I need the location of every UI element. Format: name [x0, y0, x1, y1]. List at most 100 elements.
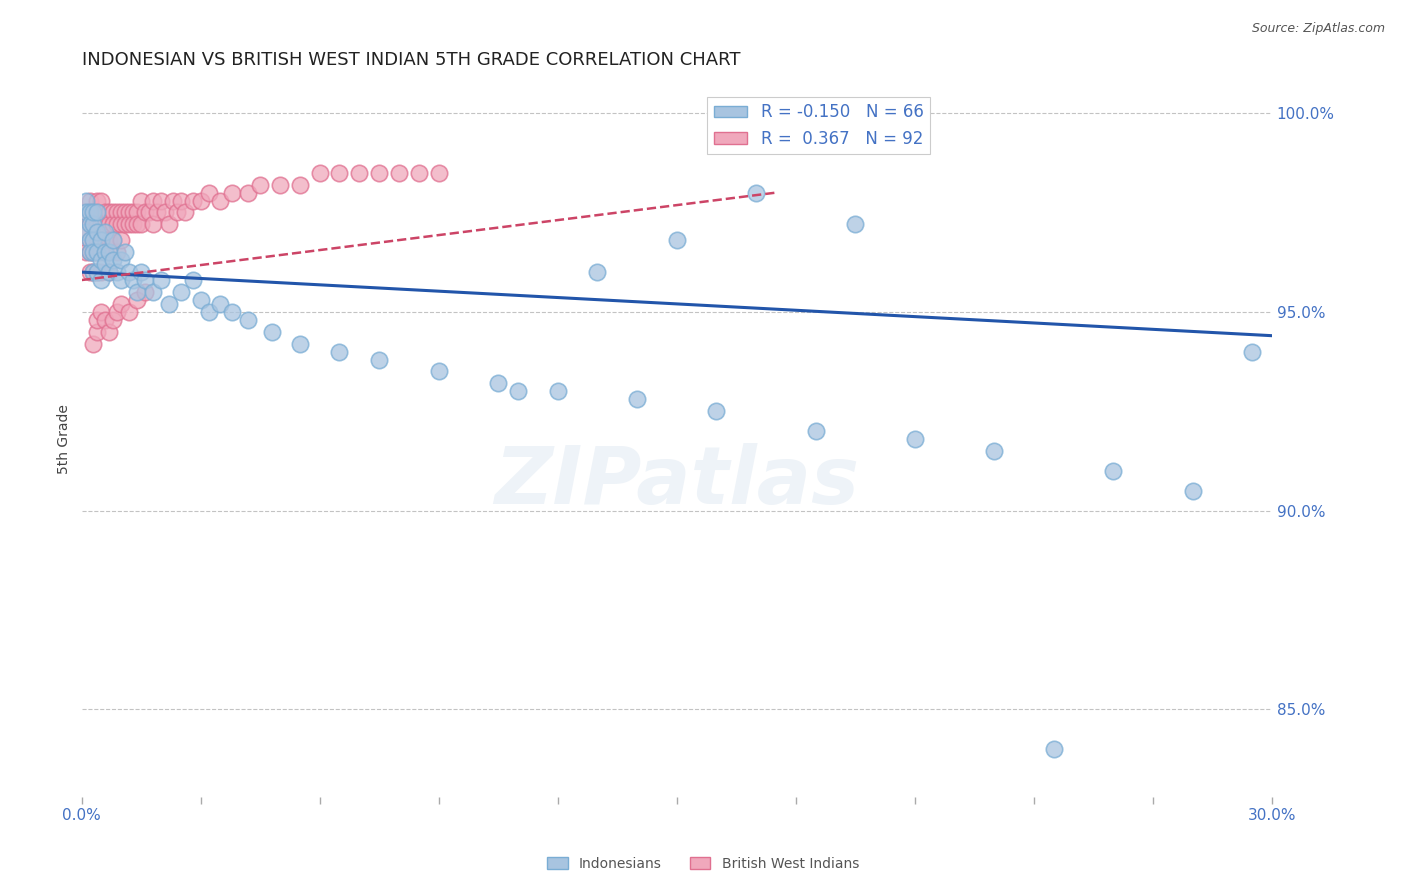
Point — [134, 273, 156, 287]
Legend: R = -0.150   N = 66, R =  0.367   N = 92: R = -0.150 N = 66, R = 0.367 N = 92 — [707, 97, 931, 154]
Point — [197, 305, 219, 319]
Point — [86, 205, 108, 219]
Point — [75, 225, 97, 239]
Point — [308, 166, 330, 180]
Point — [166, 205, 188, 219]
Point — [86, 265, 108, 279]
Point — [190, 194, 212, 208]
Point — [134, 205, 156, 219]
Point — [118, 205, 141, 219]
Point — [138, 205, 160, 219]
Point — [86, 265, 108, 279]
Point — [110, 218, 132, 232]
Point — [190, 293, 212, 307]
Point — [86, 218, 108, 232]
Point — [83, 205, 105, 219]
Point — [110, 205, 132, 219]
Point — [105, 265, 128, 279]
Point — [118, 218, 141, 232]
Point — [122, 273, 145, 287]
Point — [328, 344, 350, 359]
Point — [98, 205, 121, 219]
Point — [90, 305, 112, 319]
Point — [408, 166, 430, 180]
Point — [79, 205, 101, 219]
Point — [665, 233, 688, 247]
Point — [83, 218, 105, 232]
Point — [288, 178, 311, 192]
Point — [90, 194, 112, 208]
Point — [349, 166, 371, 180]
Point — [129, 194, 152, 208]
Point — [79, 194, 101, 208]
Point — [94, 205, 117, 219]
Point — [83, 205, 105, 219]
Point — [127, 205, 149, 219]
Point — [105, 245, 128, 260]
Point — [388, 166, 411, 180]
Point — [94, 245, 117, 260]
Point — [79, 245, 101, 260]
Point — [105, 305, 128, 319]
Point — [105, 218, 128, 232]
Point — [506, 384, 529, 399]
Point — [83, 336, 105, 351]
Point — [83, 233, 105, 247]
Point — [75, 205, 97, 219]
Point — [269, 178, 291, 192]
Point — [79, 218, 101, 232]
Point — [804, 424, 827, 438]
Point — [427, 166, 450, 180]
Point — [157, 297, 180, 311]
Point — [98, 325, 121, 339]
Point — [149, 273, 172, 287]
Point — [90, 233, 112, 247]
Point — [94, 225, 117, 239]
Text: INDONESIAN VS BRITISH WEST INDIAN 5TH GRADE CORRELATION CHART: INDONESIAN VS BRITISH WEST INDIAN 5TH GR… — [82, 51, 740, 69]
Point — [98, 265, 121, 279]
Point — [83, 218, 105, 232]
Point — [118, 305, 141, 319]
Point — [173, 205, 195, 219]
Point — [79, 245, 101, 260]
Point — [122, 205, 145, 219]
Point — [1042, 742, 1064, 756]
Point — [149, 194, 172, 208]
Point — [197, 186, 219, 200]
Point — [86, 325, 108, 339]
Point — [94, 218, 117, 232]
Point — [129, 265, 152, 279]
Point — [79, 265, 101, 279]
Point — [103, 233, 125, 247]
Point — [105, 205, 128, 219]
Point — [79, 233, 101, 247]
Point — [75, 245, 97, 260]
Point — [103, 218, 125, 232]
Point — [249, 178, 271, 192]
Point — [75, 205, 97, 219]
Point — [1102, 464, 1125, 478]
Point — [134, 285, 156, 299]
Point — [170, 194, 193, 208]
Point — [368, 166, 391, 180]
Point — [90, 273, 112, 287]
Point — [181, 194, 204, 208]
Point — [706, 404, 728, 418]
Point — [238, 313, 260, 327]
Text: ZIPatlas: ZIPatlas — [495, 443, 859, 521]
Point — [142, 194, 165, 208]
Point — [745, 186, 768, 200]
Point — [170, 285, 193, 299]
Point — [83, 233, 105, 247]
Point — [983, 444, 1005, 458]
Point — [904, 432, 927, 446]
Point — [103, 313, 125, 327]
Point — [94, 245, 117, 260]
Point — [162, 194, 184, 208]
Point — [83, 245, 105, 260]
Y-axis label: 5th Grade: 5th Grade — [58, 404, 72, 474]
Point — [142, 285, 165, 299]
Point — [86, 245, 108, 260]
Point — [110, 233, 132, 247]
Point — [114, 245, 136, 260]
